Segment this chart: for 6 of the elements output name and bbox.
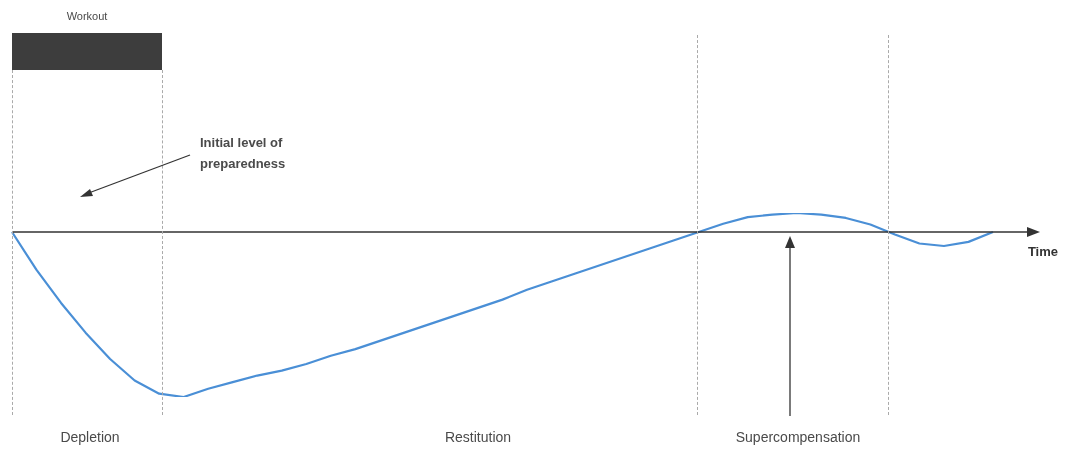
text: Restitution <box>444 428 512 445</box>
x-axis-title: Time <box>1027 244 1058 260</box>
text: Workout <box>66 10 108 23</box>
text: Depletion <box>60 428 120 445</box>
text: Supercompensation <box>735 428 861 445</box>
text: Initial level of preparedness <box>200 134 286 171</box>
